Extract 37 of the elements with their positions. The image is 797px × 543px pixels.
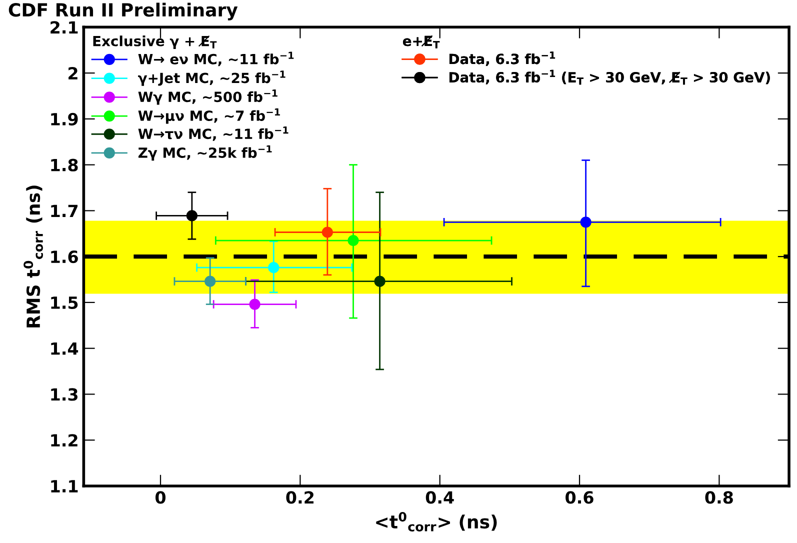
x-axis-title: <t$^{0}$$_{corr}$> (ns) [376, 512, 497, 532]
y-axis-title: RMS t$^{0}$$_{corr}$ (ns) [24, 186, 43, 328]
y-tick-label: 1.3 [51, 388, 78, 401]
legend-label: Data, 6.3 fb$^{−1}$ [449, 52, 556, 66]
legend-label: γ+Jet MC, ~25 fb$^{−1}$ [138, 70, 286, 86]
point [322, 226, 333, 238]
x-tick-label: 0 [156, 491, 166, 504]
legend-label: Data, 6.3 fb$^{−1}$ (E$_{T}$ > 30 GeV, E̸$_{T}$ > 30 GeV) [449, 70, 770, 85]
y-tick-label: 1.9 [51, 112, 78, 126]
text: Exclusive γ + E̸$_{T}$ [93, 35, 217, 49]
y-tick-label: 1.6 [51, 250, 78, 264]
chart-title: CDF Run II Preliminary [8, 2, 238, 20]
legend-label: Zγ MC, ~25k fb$^{−1}$ [138, 145, 272, 161]
x-tick-label: 0.4 [426, 491, 454, 504]
y-tick-label: 1.8 [51, 158, 78, 172]
point [268, 262, 280, 274]
legend-label: W→τν MC, ~11 fb$^{−1}$ [138, 126, 288, 141]
point [249, 298, 260, 310]
y-tick-label: 1.1 [51, 480, 78, 492]
y-tick-label: 2 [68, 66, 78, 80]
legend-label: W→μν MC, ~7 fb$^{−1}$ [138, 108, 280, 124]
legend-label: W→ eν MC, ~11 fb$^{−1}$ [138, 52, 294, 66]
legend-label: Wγ MC, ~500 fb$^{−1}$ [138, 90, 278, 105]
point [204, 276, 216, 287]
x-tick-label: 0.2 [286, 491, 314, 504]
point [186, 210, 198, 222]
y-tick-label: 1.4 [51, 342, 78, 355]
y-tick-label: 1.5 [51, 296, 78, 310]
point [348, 234, 359, 246]
y-tick-label: 1.7 [51, 204, 78, 218]
y-tick-label: 1.2 [51, 434, 78, 446]
x-tick-label: 0.8 [705, 491, 733, 504]
point [374, 276, 386, 287]
point [580, 216, 592, 228]
text: e+E̸$_{T}$ [402, 35, 440, 48]
y-tick-label: 2.1 [50, 21, 78, 34]
x-tick-label: 0.6 [566, 491, 594, 504]
